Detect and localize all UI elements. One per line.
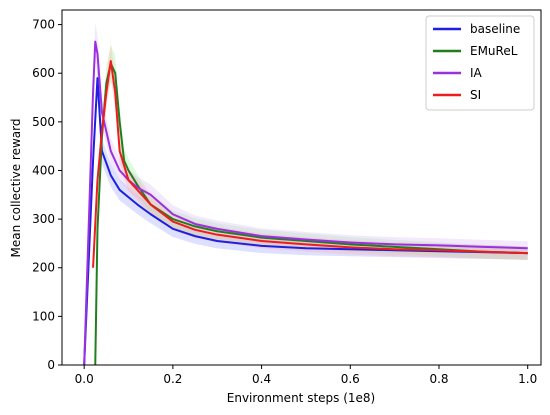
band-si bbox=[93, 42, 528, 274]
confidence-bands bbox=[84, 22, 528, 366]
series-line-si bbox=[92, 60, 528, 268]
x-tick-label: 0.6 bbox=[341, 372, 360, 386]
x-axis-label: Environment steps (1e8) bbox=[227, 391, 375, 405]
series-line-ia bbox=[83, 40, 528, 366]
x-tick-label: 1.0 bbox=[518, 372, 537, 386]
y-tick-label: 300 bbox=[32, 212, 55, 226]
y-axis-label: Mean collective reward bbox=[9, 119, 23, 258]
y-tick-label: 0 bbox=[47, 358, 55, 372]
x-tick-label: 0.0 bbox=[75, 372, 94, 386]
y-axis: 0 100 200 300 400 500 600 700 bbox=[32, 18, 62, 372]
legend-label-baseline: baseline bbox=[470, 22, 520, 36]
x-tick-label: 0.4 bbox=[252, 372, 271, 386]
x-axis: 0.0 0.2 0.4 0.6 0.8 1.0 bbox=[75, 365, 537, 386]
legend-label-si: SI bbox=[470, 88, 481, 102]
y-tick-label: 500 bbox=[32, 115, 55, 129]
legend-label-ia: IA bbox=[470, 66, 483, 80]
x-tick-label: 0.8 bbox=[429, 372, 448, 386]
legend-box bbox=[425, 15, 535, 111]
y-tick-label: 200 bbox=[32, 261, 55, 275]
x-tick-label: 0.2 bbox=[163, 372, 182, 386]
y-tick-label: 400 bbox=[32, 163, 55, 177]
legend: baseline EMuReL IA SI bbox=[425, 15, 535, 111]
y-tick-label: 100 bbox=[32, 309, 55, 323]
y-tick-label: 700 bbox=[32, 18, 55, 32]
plot-frame bbox=[61, 9, 542, 366]
series-lines bbox=[83, 40, 528, 366]
y-tick-label: 600 bbox=[32, 66, 55, 80]
legend-label-emurel: EMuReL bbox=[470, 44, 518, 58]
